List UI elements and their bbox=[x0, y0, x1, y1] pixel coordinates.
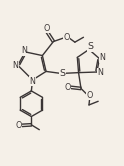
Text: S: S bbox=[87, 42, 93, 51]
Text: N: N bbox=[100, 53, 105, 62]
Text: S: S bbox=[60, 69, 66, 78]
Text: N: N bbox=[97, 68, 103, 77]
Text: O: O bbox=[64, 83, 70, 92]
Text: O: O bbox=[87, 91, 93, 100]
Text: N: N bbox=[21, 46, 27, 55]
Text: O: O bbox=[43, 24, 50, 33]
Text: O: O bbox=[63, 33, 69, 42]
Text: N: N bbox=[30, 77, 35, 86]
Text: O: O bbox=[15, 121, 21, 130]
Text: N: N bbox=[13, 61, 19, 70]
